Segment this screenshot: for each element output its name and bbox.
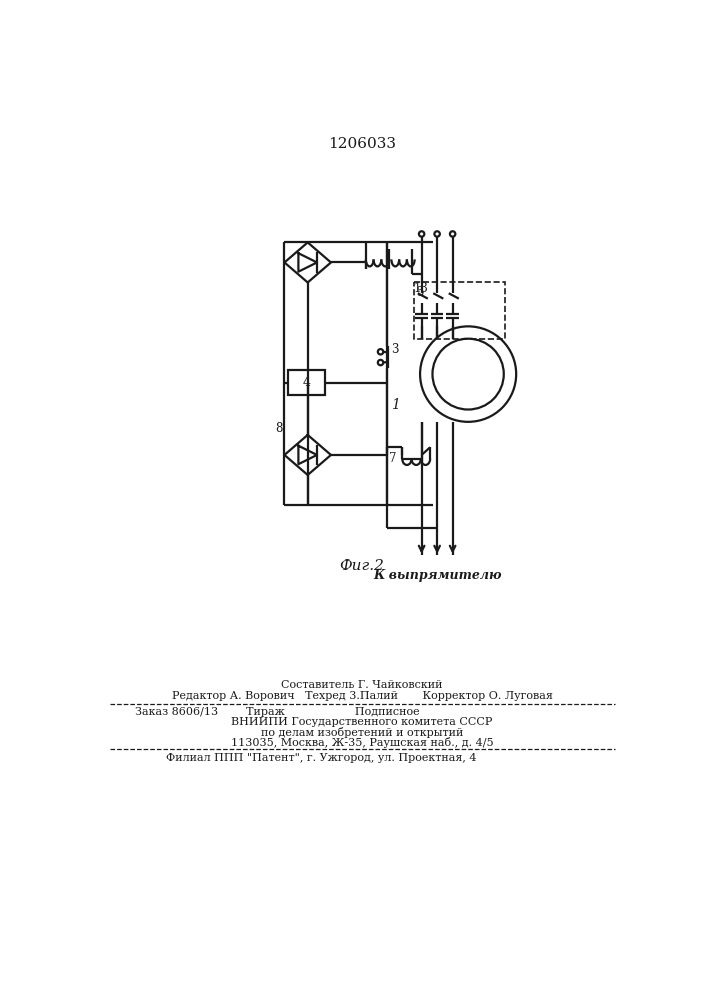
Text: ВНИИПИ Государственного комитета СССР: ВНИИПИ Государственного комитета СССР xyxy=(231,717,493,727)
Text: по делам изобретений и открытий: по делам изобретений и открытий xyxy=(261,727,463,738)
Text: 4: 4 xyxy=(302,376,310,389)
Text: Составитель Г. Чайковский: Составитель Г. Чайковский xyxy=(281,680,443,690)
Text: Филиал ППП "Патент", г. Ужгород, ул. Проектная, 4: Филиал ППП "Патент", г. Ужгород, ул. Про… xyxy=(166,753,477,763)
Bar xyxy=(414,282,506,339)
Text: 13: 13 xyxy=(414,282,428,295)
Bar xyxy=(288,370,325,395)
Text: 1206033: 1206033 xyxy=(328,137,396,151)
Text: Заказ 8606/13        Тираж                    Подписное: Заказ 8606/13 Тираж Подписное xyxy=(135,707,419,717)
Text: 5: 5 xyxy=(417,286,424,299)
Text: 3: 3 xyxy=(392,343,399,356)
Text: 1: 1 xyxy=(391,398,399,412)
Text: Фиг.2: Фиг.2 xyxy=(339,559,385,573)
Text: 7: 7 xyxy=(389,452,396,465)
Text: 8: 8 xyxy=(275,422,282,435)
Text: К выпрямителю: К выпрямителю xyxy=(373,569,501,582)
Text: Редактор А. Ворович   Техред 3.Палий       Корректор О. Луговая: Редактор А. Ворович Техред 3.Палий Корре… xyxy=(172,691,552,701)
Text: 113035, Москва, Ж-35, Раушская наб., д. 4/5: 113035, Москва, Ж-35, Раушская наб., д. … xyxy=(230,737,493,748)
